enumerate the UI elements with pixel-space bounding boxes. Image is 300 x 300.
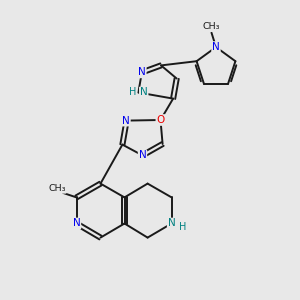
- Text: H: H: [179, 221, 187, 232]
- Text: H: H: [129, 88, 137, 98]
- Text: N: N: [140, 88, 148, 98]
- Text: N: N: [73, 218, 80, 229]
- Text: N: N: [139, 150, 146, 161]
- Text: O: O: [156, 115, 165, 125]
- Text: N: N: [168, 218, 176, 229]
- Text: CH₃: CH₃: [203, 22, 220, 31]
- Text: N: N: [212, 42, 220, 52]
- Text: N: N: [138, 68, 146, 77]
- Text: N: N: [122, 116, 130, 126]
- Text: CH₃: CH₃: [48, 184, 66, 193]
